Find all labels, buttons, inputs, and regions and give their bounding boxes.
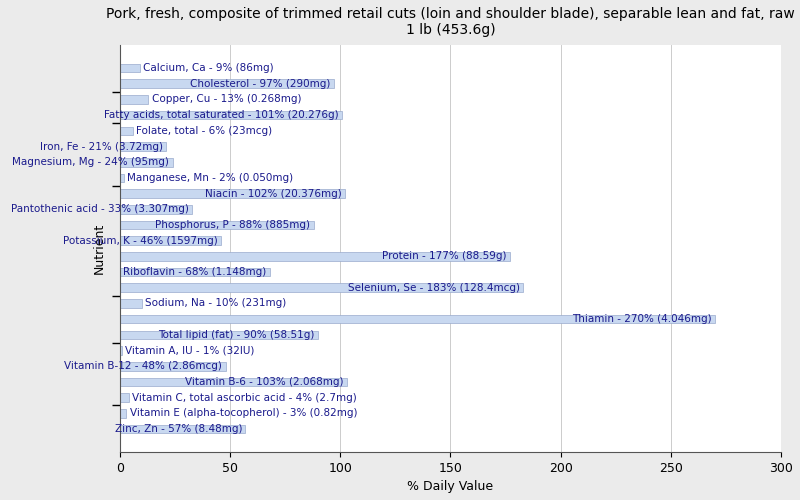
Text: Zinc, Zn - 57% (8.48mg): Zinc, Zn - 57% (8.48mg) (114, 424, 242, 434)
Text: Riboflavin - 68% (1.148mg): Riboflavin - 68% (1.148mg) (123, 267, 266, 277)
Text: Vitamin E (alpha-tocopherol) - 3% (0.82mg): Vitamin E (alpha-tocopherol) - 3% (0.82m… (130, 408, 357, 418)
X-axis label: % Daily Value: % Daily Value (407, 480, 494, 493)
Text: Pantothenic acid - 33% (3.307mg): Pantothenic acid - 33% (3.307mg) (11, 204, 189, 214)
Bar (120, 409, 126, 418)
Bar (120, 346, 122, 355)
Text: Protein - 177% (88.59g): Protein - 177% (88.59g) (382, 252, 506, 262)
Bar (120, 111, 342, 120)
Title: Pork, fresh, composite of trimmed retail cuts (loin and shoulder blade), separab: Pork, fresh, composite of trimmed retail… (106, 7, 794, 37)
Bar (120, 315, 715, 324)
Text: Magnesium, Mg - 24% (95mg): Magnesium, Mg - 24% (95mg) (13, 157, 170, 167)
Bar (120, 220, 314, 230)
Text: Cholesterol - 97% (290mg): Cholesterol - 97% (290mg) (190, 78, 330, 88)
Text: Vitamin C, total ascorbic acid - 4% (2.7mg): Vitamin C, total ascorbic acid - 4% (2.7… (132, 392, 357, 402)
Text: Copper, Cu - 13% (0.268mg): Copper, Cu - 13% (0.268mg) (152, 94, 301, 104)
Bar (120, 64, 139, 72)
Text: Folate, total - 6% (23mcg): Folate, total - 6% (23mcg) (136, 126, 272, 136)
Bar (120, 378, 346, 386)
Text: Manganese, Mn - 2% (0.050mg): Manganese, Mn - 2% (0.050mg) (127, 173, 294, 183)
Bar (120, 126, 133, 135)
Text: Total lipid (fat) - 90% (58.51g): Total lipid (fat) - 90% (58.51g) (158, 330, 315, 340)
Text: Selenium, Se - 183% (128.4mcg): Selenium, Se - 183% (128.4mcg) (348, 282, 520, 292)
Text: Vitamin B-6 - 103% (2.068mg): Vitamin B-6 - 103% (2.068mg) (185, 377, 343, 387)
Bar (120, 174, 124, 182)
Bar (120, 424, 246, 434)
Bar (120, 142, 166, 151)
Text: Niacin - 102% (20.376mg): Niacin - 102% (20.376mg) (205, 188, 342, 198)
Bar (120, 158, 173, 166)
Text: Vitamin A, IU - 1% (32IU): Vitamin A, IU - 1% (32IU) (126, 346, 254, 356)
Bar (120, 268, 270, 276)
Bar (120, 362, 226, 370)
Bar (120, 394, 129, 402)
Bar (120, 205, 193, 214)
Text: Sodium, Na - 10% (231mg): Sodium, Na - 10% (231mg) (145, 298, 286, 308)
Bar (120, 330, 318, 339)
Text: Fatty acids, total saturated - 101% (20.276g): Fatty acids, total saturated - 101% (20.… (105, 110, 339, 120)
Y-axis label: Nutrient: Nutrient (93, 223, 106, 274)
Bar (120, 284, 523, 292)
Bar (120, 95, 148, 104)
Text: Potassium, K - 46% (1597mg): Potassium, K - 46% (1597mg) (63, 236, 218, 246)
Text: Calcium, Ca - 9% (86mg): Calcium, Ca - 9% (86mg) (143, 63, 274, 73)
Text: Iron, Fe - 21% (3.72mg): Iron, Fe - 21% (3.72mg) (40, 142, 162, 152)
Bar (120, 299, 142, 308)
Bar (120, 252, 510, 260)
Bar (120, 80, 334, 88)
Text: Phosphorus, P - 88% (885mg): Phosphorus, P - 88% (885mg) (155, 220, 310, 230)
Text: Vitamin B-12 - 48% (2.86mcg): Vitamin B-12 - 48% (2.86mcg) (64, 361, 222, 371)
Bar (120, 190, 345, 198)
Text: Thiamin - 270% (4.046mg): Thiamin - 270% (4.046mg) (572, 314, 712, 324)
Bar (120, 236, 221, 245)
